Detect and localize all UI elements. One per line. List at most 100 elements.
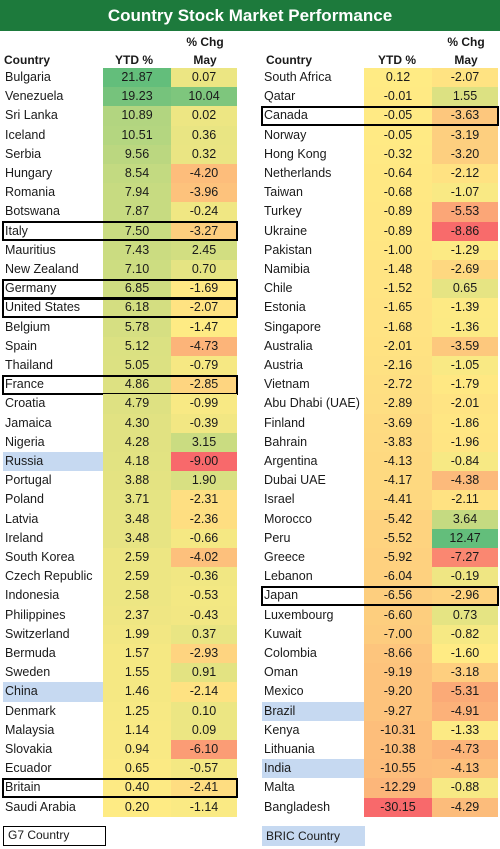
- may-value: 0.73: [432, 605, 498, 625]
- ytd-value: -5.52: [364, 528, 432, 548]
- country-name: Mexico: [264, 684, 304, 699]
- ytd-value: 19.23: [103, 87, 171, 107]
- table-row: Philippines 2.37 -0.43: [3, 605, 237, 625]
- table-row: Qatar -0.01 1.55: [262, 87, 498, 107]
- country-name: Pakistan: [264, 242, 312, 257]
- may-value: 0.37: [171, 624, 237, 644]
- ytd-value: -9.19: [364, 663, 432, 683]
- table-row: Croatia 4.79 -0.99: [3, 394, 237, 414]
- country-name: Bangladesh: [264, 799, 331, 814]
- country-name: China: [3, 682, 103, 702]
- country-name: Denmark: [5, 703, 56, 718]
- may-value: -4.73: [432, 740, 498, 760]
- right-chg-header-bottom: May: [454, 53, 478, 67]
- table-row: Chile -1.52 0.65: [262, 279, 498, 299]
- ytd-value: -30.15: [364, 797, 432, 817]
- table-row: Sweden 1.55 0.91: [3, 663, 237, 683]
- table-row: Bangladesh -30.15 -4.29: [262, 797, 498, 817]
- table-row: Morocco -5.42 3.64: [262, 509, 498, 529]
- country-name: Estonia: [264, 300, 306, 315]
- may-value: -1.29: [432, 240, 498, 260]
- may-value: -3.96: [171, 183, 237, 203]
- ytd-value: 3.48: [103, 528, 171, 548]
- country-name: Bulgaria: [5, 70, 51, 84]
- table-row: Slovakia 0.94 -6.10: [3, 740, 237, 760]
- ytd-value: 1.25: [103, 701, 171, 721]
- ytd-value: 2.58: [103, 586, 171, 606]
- may-value: -2.41: [171, 778, 237, 798]
- country-name: Argentina: [264, 454, 318, 468]
- country-name: Japan: [264, 588, 299, 603]
- country-name: Australia: [264, 338, 313, 353]
- table-row: Lithuania -10.38 -4.73: [262, 740, 498, 760]
- table-row: Greece -5.92 -7.27: [262, 548, 498, 568]
- country-name: Slovakia: [5, 742, 53, 756]
- ytd-value: 5.05: [103, 356, 171, 376]
- table-row: Hong Kong -0.32 -3.20: [262, 144, 498, 164]
- table-row: Russia 4.18 -9.00: [3, 452, 237, 472]
- ytd-value: -2.16: [364, 356, 432, 376]
- g7-legend: G7 Country: [3, 826, 106, 846]
- table-row: Malaysia 1.14 0.09: [3, 720, 237, 740]
- country-name: Kuwait: [264, 626, 302, 641]
- may-value: -0.84: [432, 452, 498, 472]
- table-row: Belgium 5.78 -1.47: [3, 317, 237, 337]
- table-row: Germany 6.85 -1.69: [3, 279, 237, 299]
- right-chg-header-top: % Chg: [447, 35, 485, 49]
- ytd-value: 0.65: [103, 759, 171, 779]
- country-name: Brazil: [262, 701, 366, 721]
- ytd-value: 10.89: [103, 106, 171, 126]
- country-name: Jamaica: [5, 415, 52, 430]
- country-name: India: [262, 759, 366, 779]
- table-row: Spain 5.12 -4.73: [3, 336, 237, 356]
- ytd-value: 9.56: [103, 144, 171, 164]
- table-row: Japan -6.56 -2.96: [262, 586, 498, 606]
- country-name: Russia: [3, 452, 103, 472]
- ytd-value: 2.59: [103, 548, 171, 568]
- ytd-value: -1.65: [364, 298, 432, 318]
- country-name: Romania: [5, 185, 56, 200]
- may-value: -2.96: [432, 586, 498, 606]
- table-row: Singapore -1.68 -1.36: [262, 317, 498, 337]
- may-value: -1.14: [171, 797, 237, 817]
- table-row: South Africa 0.12 -2.07: [262, 68, 498, 88]
- ytd-value: -0.89: [364, 202, 432, 222]
- country-name: Namibia: [264, 262, 310, 276]
- may-value: -1.96: [432, 432, 498, 452]
- country-name: Canada: [264, 108, 308, 123]
- may-value: -4.02: [171, 548, 237, 568]
- table-row: Bermuda 1.57 -2.93: [3, 644, 237, 664]
- table-row: Netherlands -0.64 -2.12: [262, 164, 498, 184]
- may-value: -4.20: [171, 164, 237, 184]
- table-row: Ecuador 0.65 -0.57: [3, 759, 237, 779]
- table-row: Poland 3.71 -2.31: [3, 490, 237, 510]
- ytd-value: -10.31: [364, 720, 432, 740]
- may-value: -5.53: [432, 202, 498, 222]
- ytd-value: -5.92: [364, 548, 432, 568]
- may-value: 0.65: [432, 279, 498, 299]
- ytd-value: 5.12: [103, 336, 171, 356]
- ytd-value: 3.88: [103, 471, 171, 491]
- country-name: Ukraine: [264, 223, 308, 238]
- country-name: Nigeria: [5, 434, 45, 449]
- ytd-value: -9.20: [364, 682, 432, 702]
- may-value: 2.45: [171, 240, 237, 260]
- table-row: Kuwait -7.00 -0.82: [262, 624, 498, 644]
- table-row: Botswana 7.87 -0.24: [3, 202, 237, 222]
- may-value: 3.64: [432, 509, 498, 529]
- table-row: Peru -5.52 12.47: [262, 528, 498, 548]
- table-row: Namibia -1.48 -2.69: [262, 260, 498, 280]
- country-name: South Africa: [264, 70, 332, 84]
- table-row: Oman -9.19 -3.18: [262, 663, 498, 683]
- may-value: -0.99: [171, 394, 237, 414]
- country-name: Bermuda: [5, 646, 56, 660]
- ytd-value: 4.86: [103, 375, 171, 395]
- country-name: Morocco: [264, 511, 312, 526]
- may-value: -0.43: [171, 605, 237, 625]
- country-name: Bahrain: [264, 434, 308, 449]
- table-row: Norway -0.05 -3.19: [262, 125, 498, 145]
- may-value: 1.90: [171, 471, 237, 491]
- country-name: Italy: [5, 223, 28, 238]
- may-value: 3.15: [171, 432, 237, 452]
- country-name: Lebanon: [264, 569, 313, 584]
